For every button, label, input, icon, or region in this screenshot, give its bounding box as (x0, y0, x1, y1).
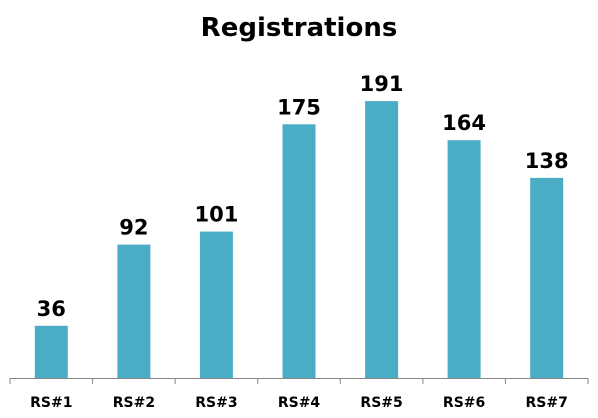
bar-4 (283, 124, 316, 378)
bar-2 (117, 245, 150, 378)
x-axis (10, 378, 588, 384)
bar-1 (35, 326, 68, 378)
data-label-1: 36 (37, 297, 66, 321)
data-label-2: 92 (119, 216, 148, 240)
data-label-7: 138 (525, 149, 569, 173)
bar-5 (365, 101, 398, 378)
chart-title: Registrations (201, 13, 398, 43)
x-tick-label-5: RS#5 (360, 395, 402, 411)
x-tick-label-6: RS#6 (443, 395, 485, 411)
x-tick-label-1: RS#1 (30, 395, 72, 411)
data-label-5: 191 (360, 72, 404, 96)
x-tick-label-2: RS#2 (113, 395, 155, 411)
x-tick-label-4: RS#4 (278, 395, 321, 411)
x-tick-labels: RS#1 RS#2 RS#3 RS#4 RS#5 RS#6 RS#7 (30, 395, 568, 411)
x-tick-label-7: RS#7 (526, 395, 568, 411)
data-label-4: 175 (277, 95, 321, 119)
data-label-6: 164 (442, 111, 486, 135)
bars-layer (35, 101, 563, 378)
data-label-3: 101 (194, 203, 238, 227)
bar-7 (530, 178, 563, 378)
x-tick-label-3: RS#3 (195, 395, 237, 411)
bar-3 (200, 232, 233, 378)
bar-6 (448, 140, 481, 378)
